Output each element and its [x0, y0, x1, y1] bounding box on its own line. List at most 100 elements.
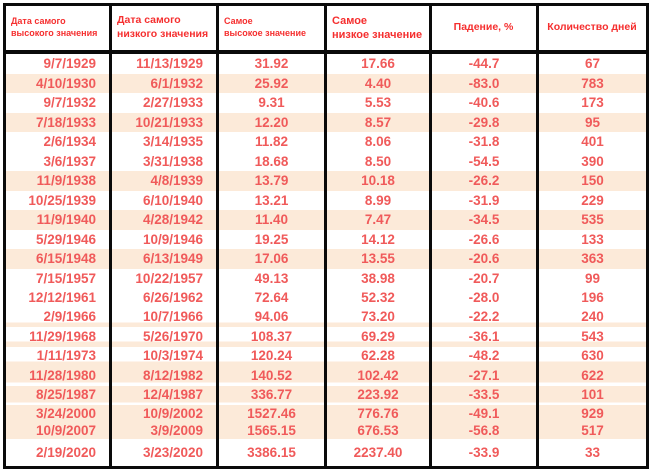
- table-cell: 140.52: [216, 366, 327, 386]
- table-cell: 94.06: [216, 307, 327, 327]
- table-cell: 150: [536, 171, 649, 191]
- table-cell: 17.06: [216, 249, 327, 269]
- table-cell: 10/3/1974: [109, 346, 219, 366]
- table-cell: 783: [536, 73, 649, 93]
- column-header-low-value: Самое низкое значение: [324, 3, 432, 54]
- column-header-decline: Падение, %: [429, 3, 539, 54]
- table-cell: 11.40: [216, 210, 327, 230]
- table-cell: 6/1/1932: [109, 73, 219, 93]
- table-cell: -33.9: [429, 438, 539, 467]
- table-cell: 240: [536, 307, 649, 327]
- table-cell: 3/31/1938: [109, 151, 219, 171]
- table-row: 11/28/1980 8/12/1982 140.52 102.42 -27.1 622: [3, 366, 649, 386]
- table-row: 9/7/1929 11/13/1929 31.92 17.66 -44.7 67: [3, 52, 649, 74]
- column-header-high-date: Дата самого высокого значения: [3, 3, 112, 54]
- table-cell: 62.28: [324, 346, 432, 366]
- table-cell: 6/13/1949: [109, 249, 219, 269]
- table-cell: 49.13: [216, 268, 327, 288]
- table-cell: 7.47: [324, 210, 432, 230]
- header-row: Дата самого высокого значения Дата самог…: [3, 3, 649, 54]
- table-cell: 67: [536, 52, 649, 74]
- table-cell: 223.92: [324, 385, 432, 405]
- table-row: 2/9/1966 10/7/1966 94.06 73.20 -22.2 240: [3, 307, 649, 327]
- table-cell: 13.21: [216, 190, 327, 210]
- table-cell: 11/13/1929: [109, 52, 219, 74]
- table-row: 2/6/1934 3/14/1935 11.82 8.06 -31.8 401: [3, 132, 649, 152]
- table-cell: 11/29/1968: [3, 327, 112, 347]
- table-cell: 120.24: [216, 346, 327, 366]
- table-cell: 4/28/1942: [109, 210, 219, 230]
- table-cell: 69.29: [324, 327, 432, 347]
- table-cell: 4/10/1930: [3, 73, 112, 93]
- table-cell: 1/11/1973: [3, 346, 112, 366]
- table-cell: 9/7/1932: [3, 93, 112, 113]
- table-cell: 3/9/2009: [109, 422, 219, 439]
- table-cell: 17.66: [324, 52, 432, 74]
- table-cell: 52.32: [324, 288, 432, 308]
- table-cell: 12/4/1987: [109, 385, 219, 405]
- table-cell: 8.99: [324, 190, 432, 210]
- table-cell: 9.31: [216, 93, 327, 113]
- table-cell: -20.7: [429, 268, 539, 288]
- table-cell: 2/9/1966: [3, 307, 112, 327]
- table-cell: 11/9/1940: [3, 210, 112, 230]
- table-row: 10/25/1939 6/10/1940 13.21 8.99 -31.9 229: [3, 190, 649, 210]
- table-cell: -31.9: [429, 190, 539, 210]
- table-row: 7/18/1933 10/21/1933 12.20 8.57 -29.8 95: [3, 112, 649, 132]
- table-body: 9/7/1929 11/13/1929 31.92 17.66 -44.7 67 4/10/…: [3, 52, 649, 467]
- table-cell: 2237.40: [324, 438, 432, 467]
- table-cell: 929: [536, 405, 649, 423]
- table-cell: 10/7/1966: [109, 307, 219, 327]
- table-cell: -26.2: [429, 171, 539, 191]
- table-row: 10/9/2007 3/9/2009 1565.15 676.53 -56.8 517: [3, 422, 649, 439]
- table-cell: 8.50: [324, 151, 432, 171]
- table-cell: 10/9/1946: [109, 229, 219, 249]
- table-row: 3/6/1937 3/31/1938 18.68 8.50 -54.5 390: [3, 151, 649, 171]
- column-header-low-date: Дата самого низкого значения: [109, 3, 219, 54]
- table-cell: 18.68: [216, 151, 327, 171]
- table-cell: -26.6: [429, 229, 539, 249]
- table-cell: 622: [536, 366, 649, 386]
- table-cell: 1527.46: [216, 405, 327, 423]
- table-cell: 5/26/1970: [109, 327, 219, 347]
- table-cell: 390: [536, 151, 649, 171]
- table-row: 11/9/1940 4/28/1942 11.40 7.47 -34.5 535: [3, 210, 649, 230]
- declines-table-container: Дата самого высокого значения Дата самог…: [3, 3, 649, 469]
- table-row: 3/24/2000 10/9/2002 1527.46 776.76 -49.1 929: [3, 405, 649, 423]
- table-cell: 7/15/1957: [3, 268, 112, 288]
- table-cell: 2/27/1933: [109, 93, 219, 113]
- table-cell: 101: [536, 385, 649, 405]
- table-cell: -29.8: [429, 112, 539, 132]
- table-cell: -31.8: [429, 132, 539, 152]
- table-cell: 9/7/1929: [3, 52, 112, 74]
- table-cell: 13.79: [216, 171, 327, 191]
- table-cell: 3386.15: [216, 438, 327, 467]
- table-row: 1/11/1973 10/3/1974 120.24 62.28 -48.2 630: [3, 346, 649, 366]
- table-cell: 401: [536, 132, 649, 152]
- table-cell: -48.2: [429, 346, 539, 366]
- table-cell: -44.7: [429, 52, 539, 74]
- table-cell: 108.37: [216, 327, 327, 347]
- table-cell: 10/9/2007: [3, 422, 112, 439]
- table-cell: 12/12/1961: [3, 288, 112, 308]
- market-declines-table: Дата самого высокого значения Дата самог…: [3, 3, 649, 469]
- table-row: 12/12/1961 6/26/1962 72.64 52.32 -28.0 196: [3, 288, 649, 308]
- table-cell: 8.06: [324, 132, 432, 152]
- table-cell: 38.98: [324, 268, 432, 288]
- table-cell: 99: [536, 268, 649, 288]
- table-cell: -27.1: [429, 366, 539, 386]
- table-cell: -28.0: [429, 288, 539, 308]
- table-cell: -40.6: [429, 93, 539, 113]
- table-cell: 173: [536, 93, 649, 113]
- table-cell: 95: [536, 112, 649, 132]
- table-cell: 13.55: [324, 249, 432, 269]
- table-row: 9/7/1932 2/27/1933 9.31 5.53 -40.6 173: [3, 93, 649, 113]
- table-cell: 133: [536, 229, 649, 249]
- table-cell: 7/18/1933: [3, 112, 112, 132]
- table-row: 7/15/1957 10/22/1957 49.13 38.98 -20.7 99: [3, 268, 649, 288]
- table-cell: -49.1: [429, 405, 539, 423]
- table-cell: 196: [536, 288, 649, 308]
- table-cell: 8.57: [324, 112, 432, 132]
- table-cell: 25.92: [216, 73, 327, 93]
- table-cell: 11.82: [216, 132, 327, 152]
